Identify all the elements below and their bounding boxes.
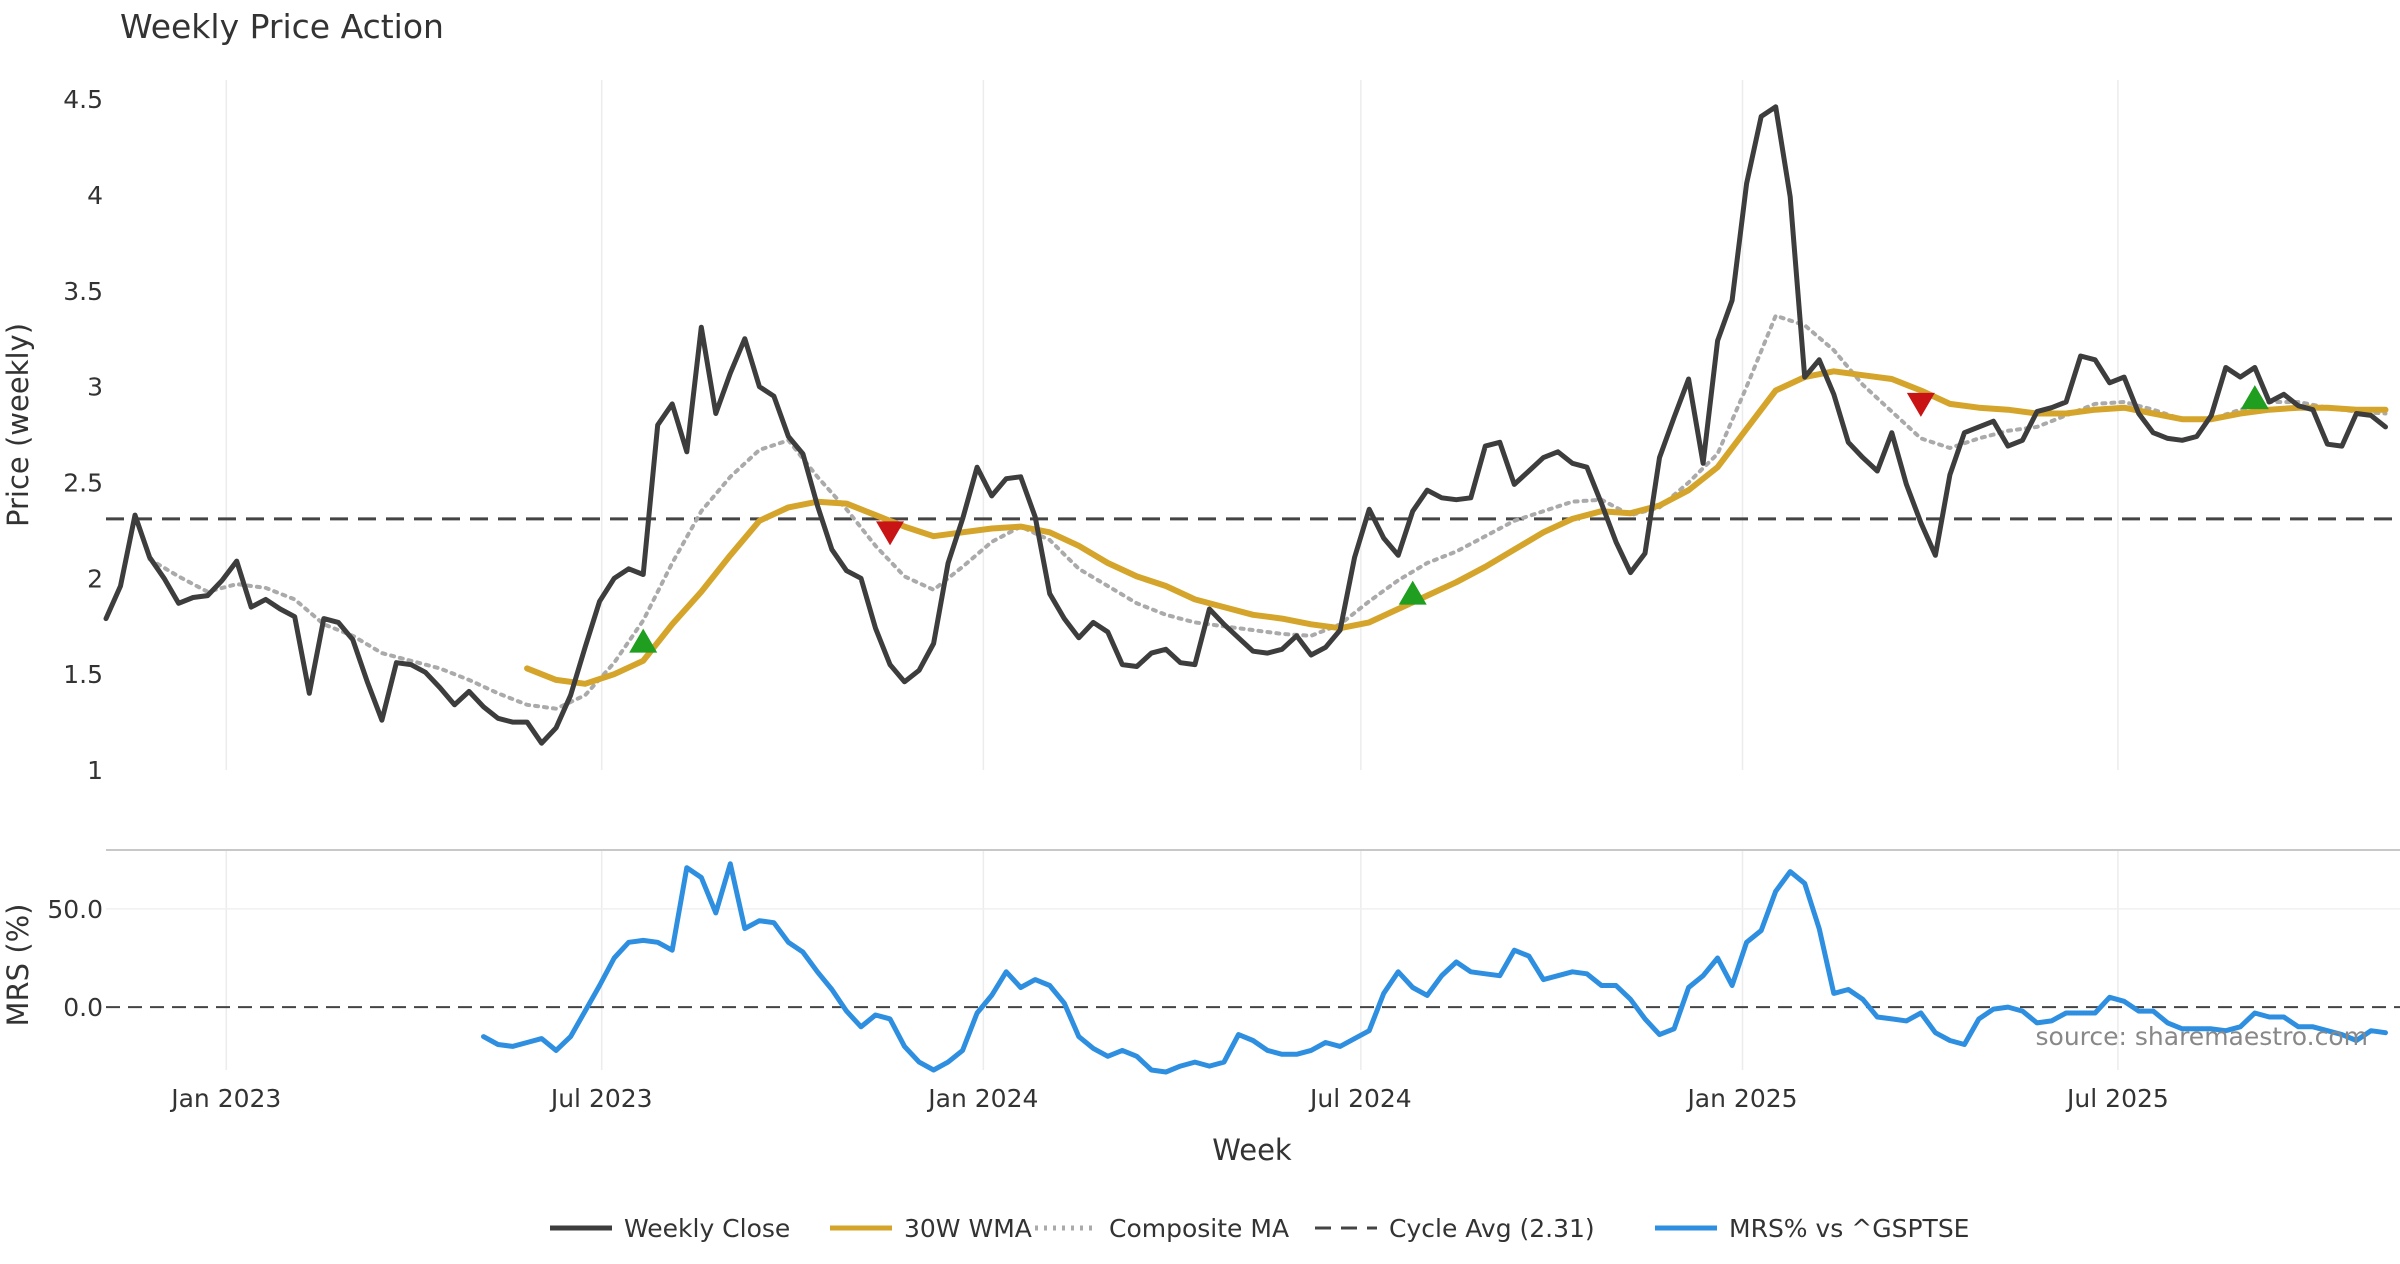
mrs-panel: 0.0 50.0: [47, 861, 2400, 1075]
price-y-axis-label: Price (weekly): [1, 323, 35, 527]
legend-label: 30W WMA: [904, 1214, 1032, 1243]
x-tick-label: Jan 2024: [926, 1084, 1038, 1113]
price-y-tick-label: 2.5: [63, 469, 103, 498]
x-tick-label: Jan 2023: [169, 1084, 281, 1113]
legend-label: Cycle Avg (2.31): [1389, 1214, 1595, 1243]
x-tick-label: Jul 2024: [1308, 1084, 1412, 1113]
price-y-tick-label: 1: [87, 756, 103, 785]
price-y-tick-label: 1.5: [63, 660, 103, 689]
x-tick-label: Jul 2023: [549, 1084, 653, 1113]
x-tick-label: Jul 2025: [2065, 1084, 2169, 1113]
mrs-line: [481, 861, 2388, 1075]
buy-signal-marker: [2240, 385, 2269, 410]
buy-signal-marker: [629, 628, 658, 653]
composite-ma-line: [147, 313, 2388, 711]
x-tick-labels: Jan 2023 Jul 2023 Jan 2024 Jul 2024 Jan 2025…: [169, 1084, 2169, 1113]
buy-signal-marker: [1398, 580, 1427, 605]
grid-lines: [106, 80, 2400, 1070]
chart-title: Weekly Price Action: [120, 7, 444, 46]
price-y-tick-label: 2: [87, 564, 103, 593]
wma-30w-line: [524, 368, 2389, 687]
legend-label: Weekly Close: [624, 1214, 790, 1243]
mrs-y-tick-label: 50.0: [47, 895, 103, 924]
price-y-tick-label: 3: [87, 373, 103, 402]
legend-label: MRS% vs ^GSPTSE: [1729, 1214, 1969, 1243]
price-panel: 1 1.5 2 2.5 3 3.5 4 4.5: [63, 85, 2400, 785]
mrs-y-axis-label: MRS (%): [1, 904, 35, 1027]
weekly-close-line: [103, 104, 2388, 746]
x-tick-label: Jan 2025: [1685, 1084, 1797, 1113]
price-y-tick-label: 4.5: [63, 85, 103, 114]
source-note: source: sharemaestro.com: [2036, 1022, 2369, 1051]
price-y-tick-label: 4: [87, 181, 103, 210]
legend: Weekly Close 30W WMA Composite MA Cycle Avg…: [550, 1214, 1969, 1243]
legend-label: Composite MA: [1109, 1214, 1289, 1243]
sell-signal-marker: [1906, 392, 1935, 417]
x-axis-label: Week: [1212, 1133, 1292, 1167]
mrs-y-tick-label: 0.0: [63, 993, 103, 1022]
price-y-tick-label: 3.5: [63, 277, 103, 306]
sell-signal-marker: [876, 521, 905, 546]
